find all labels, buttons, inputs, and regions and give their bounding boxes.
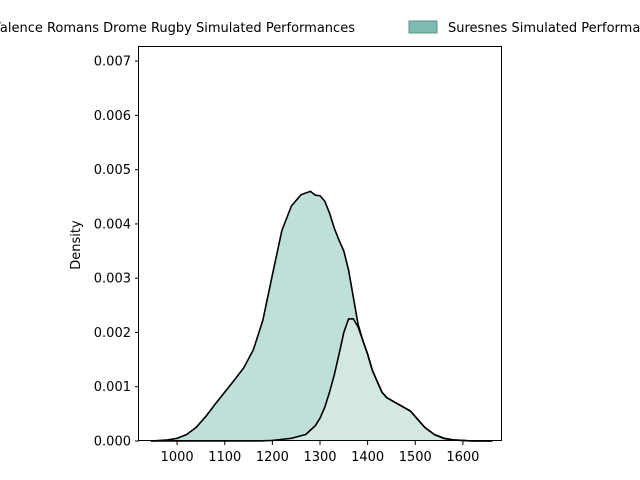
x-tick-label: 1100 bbox=[208, 450, 241, 465]
legend: Valence Romans Drome Rugby Simulated Per… bbox=[0, 20, 640, 36]
legend-label-suresnes: Suresnes Simulated Performances bbox=[448, 21, 640, 36]
y-tick-label: 0.006 bbox=[94, 109, 131, 124]
y-tick-label: 0.004 bbox=[94, 217, 131, 232]
y-tick-label: 0.002 bbox=[94, 326, 131, 341]
y-tick-label: 0.005 bbox=[94, 163, 131, 178]
x-axis-ticks: 1000 1100 1200 1300 1400 1500 1600 bbox=[161, 441, 479, 465]
x-tick-label: 1300 bbox=[303, 450, 336, 465]
x-tick-label: 1600 bbox=[446, 450, 479, 465]
area-valence bbox=[150, 318, 493, 441]
x-tick-label: 1400 bbox=[351, 450, 384, 465]
y-tick-label: 0.001 bbox=[94, 380, 131, 395]
y-tick-label: 0.003 bbox=[94, 272, 131, 287]
legend-swatch-suresnes bbox=[408, 20, 438, 34]
x-tick-label: 1000 bbox=[161, 450, 194, 465]
x-tick-label: 1200 bbox=[256, 450, 289, 465]
legend-label-valence: Valence Romans Drome Rugby Simulated Per… bbox=[0, 21, 355, 36]
y-tick-label: 0.007 bbox=[94, 55, 131, 70]
density-areas bbox=[150, 190, 493, 442]
y-tick-label: 0.000 bbox=[94, 435, 131, 450]
y-axis-label: Density bbox=[69, 220, 84, 270]
y-axis-ticks: 0.000 0.001 0.002 0.003 0.004 0.005 0.006 0.007 bbox=[94, 55, 139, 450]
plot-frame bbox=[138, 46, 502, 441]
area-suresnes bbox=[150, 191, 493, 441]
x-tick-label: 1500 bbox=[399, 450, 432, 465]
